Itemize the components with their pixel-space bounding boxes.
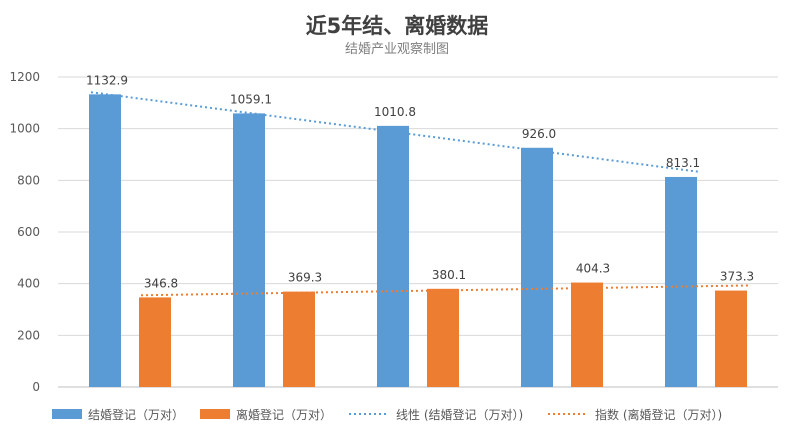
legend-swatch (52, 409, 82, 419)
y-tick-label: 600 (17, 225, 40, 239)
bar-marriage (665, 176, 697, 387)
data-labels: 1132.9 1059.1 1010.8 926.0 813.1 346.8 369.3 38… (86, 73, 754, 290)
data-label: 369.3 (288, 271, 322, 285)
bar-marriage (377, 125, 409, 388)
legend-swatch (200, 409, 230, 419)
bar-divorce (283, 291, 315, 387)
bar-divorce (571, 282, 603, 387)
data-label: 346.8 (144, 276, 178, 290)
y-tick-label: 200 (17, 328, 40, 342)
y-axis: 0 200 400 600 800 1000 1200 (9, 70, 40, 394)
legend-label: 离婚登记（万对） (236, 407, 332, 422)
bar-marriage (89, 94, 121, 387)
y-tick-label: 400 (17, 277, 40, 291)
legend-label: 指数 (离婚登记（万对）) (595, 407, 722, 422)
legend-label: 线性 (结婚登记（万对）) (396, 407, 523, 422)
data-label: 1010.8 (374, 105, 416, 119)
data-label: 813.1 (666, 156, 700, 170)
data-label: 404.3 (576, 262, 610, 276)
y-tick-label: 0 (32, 380, 40, 394)
data-label: 1132.9 (86, 73, 128, 87)
gridlines (58, 76, 778, 388)
trendline-linear (90, 91, 700, 173)
bar-marriage (521, 147, 553, 387)
bar-divorce (139, 297, 171, 387)
data-label: 1059.1 (230, 92, 272, 106)
trendlines (90, 91, 750, 297)
y-tick-label: 1200 (9, 70, 40, 84)
y-tick-label: 800 (17, 173, 40, 187)
chart-title: 近5年结、离婚数据 (306, 14, 489, 38)
data-label: 373.3 (720, 270, 754, 284)
bar-divorce (715, 290, 747, 387)
data-label: 926.0 (522, 127, 556, 141)
bar-divorce (427, 288, 459, 387)
bar-marriage (233, 113, 265, 387)
legend-label: 结婚登记（万对） (88, 407, 184, 422)
trendline-exponential (140, 284, 750, 297)
y-tick-label: 1000 (9, 122, 40, 136)
bars (89, 94, 747, 388)
legend: 结婚登记（万对） 离婚登记（万对） 线性 (结婚登记（万对）) 指数 (离婚登记（万对… (52, 407, 722, 422)
chart-subtitle: 结婚产业观察制图 (345, 42, 449, 57)
data-label: 380.1 (432, 268, 466, 282)
